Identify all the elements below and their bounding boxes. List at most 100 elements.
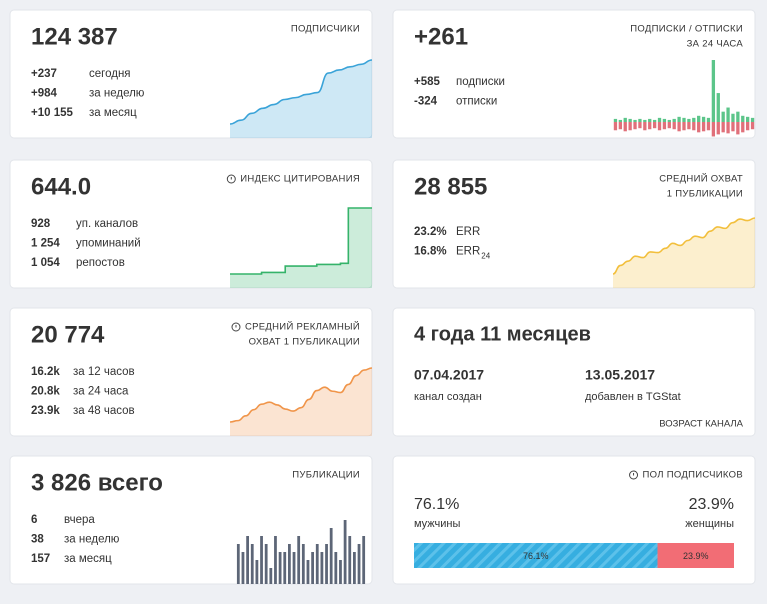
card: ПУБЛИКАЦИИ 3 826 всего 6 вчера 38 за неделю 15… bbox=[9, 455, 373, 585]
chart-bar-down bbox=[726, 122, 730, 134]
card-background bbox=[9, 307, 373, 437]
chart-bar-up bbox=[682, 117, 686, 122]
chart-line bbox=[229, 59, 373, 125]
card-title: СРЕДНИЙ РЕКЛАМНЫЙ bbox=[245, 321, 360, 333]
chart-bar-up bbox=[618, 119, 622, 122]
card-title: ПОЛ ПОДПИСЧИКОВ bbox=[643, 470, 743, 481]
chart-line bbox=[229, 367, 373, 423]
card: СРЕДНИЙ ОХВАТ 1 ПУБЛИКАЦИИ 28 855 23.2% ERR 1… bbox=[392, 159, 756, 289]
chart-bar bbox=[250, 544, 254, 584]
chart-bar bbox=[301, 544, 305, 584]
stat-label: за неделю bbox=[89, 88, 145, 100]
card-background bbox=[9, 9, 373, 139]
card: СРЕДНИЙ РЕКЛАМНЫЙ ОХВАТ 1 ПУБЛИКАЦИИ 20 77… bbox=[9, 307, 373, 437]
chart-bar bbox=[357, 544, 361, 584]
chart-bar-down bbox=[628, 122, 632, 131]
share-bar-label: 76.1% bbox=[523, 551, 549, 561]
chart-bar-down bbox=[657, 122, 662, 131]
share-name: женщины bbox=[685, 518, 734, 530]
card-title: ИНДЕКС ЦИТИРОВАНИЯ bbox=[240, 174, 360, 185]
chart-bar-down bbox=[697, 122, 701, 133]
chart-bar bbox=[306, 560, 310, 584]
chart-bar bbox=[292, 552, 296, 584]
main-value: 644.0 bbox=[31, 173, 91, 200]
card-title: ПОДПИСЧИКИ bbox=[291, 24, 360, 35]
chart-bar-down bbox=[746, 122, 750, 131]
stat-label: репостов bbox=[76, 257, 125, 269]
stat-value: +585 bbox=[414, 76, 441, 88]
chart-bar-up bbox=[667, 119, 671, 122]
chart-bar-up bbox=[652, 119, 657, 122]
chart-line bbox=[612, 217, 756, 275]
date-label: добавлен в TGStat bbox=[585, 391, 681, 403]
chart-bar-up bbox=[750, 117, 755, 122]
chart-area bbox=[230, 208, 372, 288]
chart-bar bbox=[311, 552, 314, 584]
chart-bar bbox=[325, 544, 328, 584]
chart-bar bbox=[362, 536, 366, 584]
share-value: 76.1% bbox=[414, 496, 459, 513]
stat-label: за месяц bbox=[64, 553, 112, 565]
chart-bar-down bbox=[706, 122, 711, 131]
stat-label: ERR bbox=[456, 246, 480, 258]
stat-label: отписки bbox=[456, 96, 497, 108]
chart-bar-up bbox=[741, 115, 745, 122]
stat-label-subscript: 24 bbox=[481, 252, 490, 261]
stat-label: подписки bbox=[456, 76, 505, 88]
chart-bar-up bbox=[697, 115, 701, 122]
chart-bar-up bbox=[657, 117, 662, 122]
chart-bar-up bbox=[726, 107, 730, 122]
stat-value: -324 bbox=[414, 96, 438, 108]
chart-area bbox=[230, 60, 372, 138]
stat-label: за неделю bbox=[64, 534, 120, 546]
card: ПОЛ ПОДПИСЧИКОВ 76.1% мужчины 76.1% 23.9% жен… bbox=[392, 455, 756, 585]
chart-bar-down bbox=[667, 122, 671, 129]
card-background bbox=[392, 307, 756, 437]
chart-bar-up bbox=[623, 117, 627, 122]
date-value: 07.04.2017 bbox=[414, 367, 484, 383]
chart-bar bbox=[274, 536, 277, 584]
chart-bar-up bbox=[731, 113, 735, 122]
card-title: ОХВАТ 1 ПУБЛИКАЦИИ bbox=[249, 337, 360, 348]
stat-value: +984 bbox=[31, 88, 58, 100]
chart-area bbox=[230, 368, 372, 436]
chart-bar-up bbox=[716, 93, 720, 122]
stat-label: за 48 часов bbox=[73, 405, 135, 417]
chart-bar-down bbox=[618, 122, 622, 130]
chart-bar-down bbox=[652, 122, 657, 129]
chart-bar-down bbox=[716, 122, 720, 135]
chart-bar bbox=[320, 552, 324, 584]
card-title: 1 ПУБЛИКАЦИИ bbox=[667, 189, 743, 200]
chart-bar-down bbox=[736, 122, 740, 135]
chart-bar bbox=[283, 552, 287, 584]
chart-bar-up bbox=[721, 111, 725, 122]
chart-bar bbox=[255, 560, 259, 584]
chart-bar-up bbox=[643, 119, 647, 122]
main-value: 28 855 bbox=[414, 173, 487, 200]
main-value: 124 387 bbox=[31, 23, 118, 50]
chart-bar-down bbox=[692, 122, 696, 131]
stat-label: вчера bbox=[64, 514, 95, 526]
chart-bar-down bbox=[741, 122, 745, 133]
chart-bar-down bbox=[638, 122, 642, 129]
stat-label: упоминаний bbox=[76, 238, 141, 250]
info-icon bbox=[226, 174, 236, 184]
card: ИНДЕКС ЦИТИРОВАНИЯ 644.0 928 уп. каналов 1 2… bbox=[9, 159, 373, 289]
chart-bar-down bbox=[662, 122, 667, 130]
share-bar bbox=[414, 543, 658, 568]
card-background bbox=[9, 159, 373, 289]
info-icon bbox=[629, 470, 639, 480]
chart-bar-down bbox=[701, 122, 706, 132]
chart-bar bbox=[269, 568, 273, 584]
stat-label: за 24 часа bbox=[73, 386, 129, 398]
stat-value: +237 bbox=[31, 68, 57, 80]
chart-bar bbox=[278, 552, 282, 584]
card: ПОДПИСКИ / ОТПИСКИ ЗА 24 ЧАСА +261 +585 подп… bbox=[392, 9, 756, 139]
chart-bar bbox=[297, 536, 301, 584]
chart-bar-up bbox=[746, 116, 750, 122]
main-value: 20 774 bbox=[31, 321, 105, 348]
stat-value: 38 bbox=[31, 534, 44, 546]
chart-bar bbox=[288, 544, 291, 584]
chart-bar bbox=[339, 560, 342, 584]
